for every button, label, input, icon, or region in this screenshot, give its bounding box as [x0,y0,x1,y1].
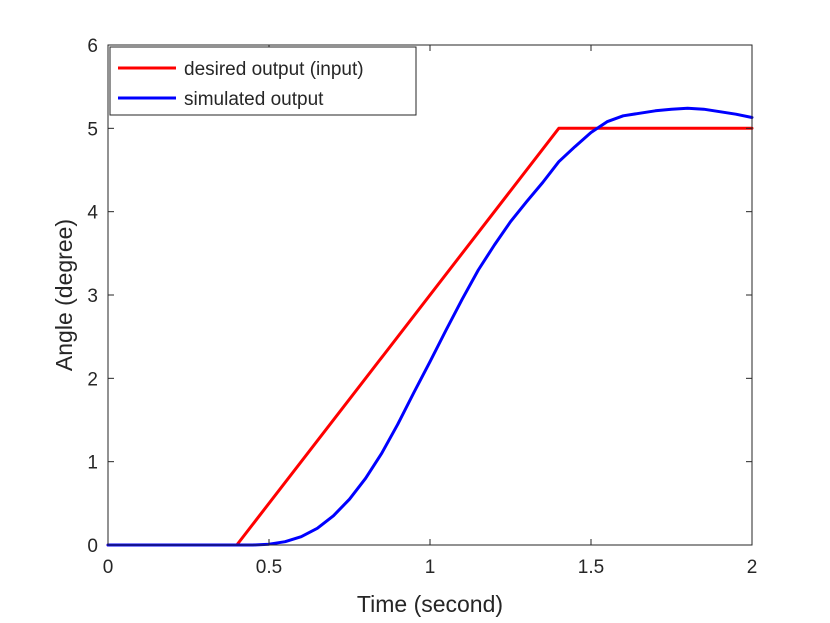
y-tick-label: 2 [87,369,98,390]
legend-label-simulated: simulated output [184,89,324,110]
legend-label-desired: desired output (input) [184,59,364,80]
legend-box [109,46,417,116]
x-tick-label: 1.5 [578,557,604,578]
legend: desired output (input) simulated output [109,46,417,116]
ticks-layer: 0 0.5 1 1.5 2 0 1 2 3 4 5 6 [87,36,757,578]
y-tick-label: 4 [87,203,98,224]
y-tick-label: 5 [87,119,98,140]
x-tick-label: 0 [103,557,114,578]
x-axis-label: Time (second) [357,591,503,617]
series-line-simulated [106,106,754,547]
y-tick-label: 0 [87,536,98,557]
x-tick-label: 1 [425,557,436,578]
x-tick-label: 0.5 [256,557,282,578]
y-axis-label: Angle (degree) [51,219,77,371]
x-tick-label: 2 [747,557,758,578]
y-tick-label: 6 [87,36,98,57]
y-tick-label: 3 [87,286,98,307]
y-tick-label: 1 [87,453,98,474]
